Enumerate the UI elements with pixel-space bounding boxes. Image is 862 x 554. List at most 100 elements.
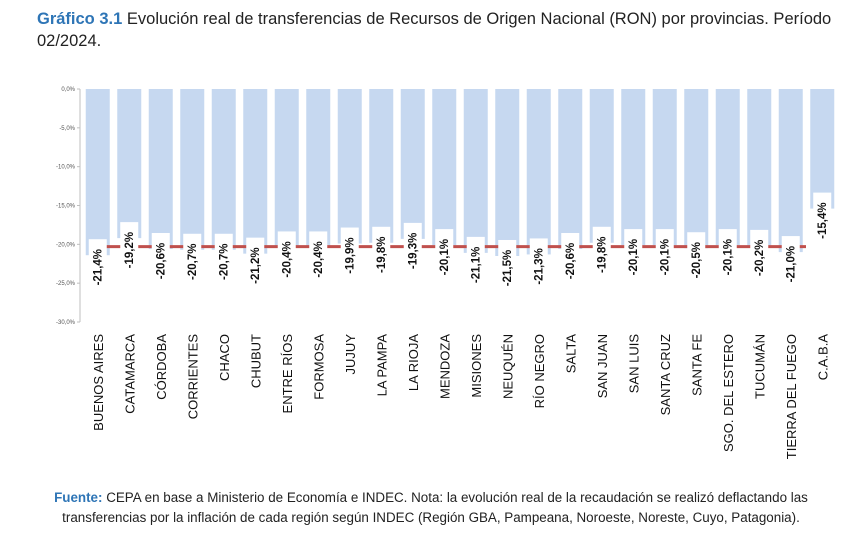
bar [85, 89, 110, 256]
bar [211, 89, 236, 250]
y-tick-label: -30,0% [56, 320, 76, 326]
bar [274, 89, 299, 248]
footnote-text: CEPA en base a Ministerio de Economía e … [62, 490, 808, 525]
x-tick-label: SGO. DEL ESTERO [721, 334, 736, 452]
data-label: -20,1% [628, 239, 640, 275]
data-label: -19,2% [124, 232, 136, 268]
bar [747, 89, 772, 246]
data-label-background [781, 236, 800, 293]
x-tick-label: LA RIOJA [406, 334, 421, 391]
data-label-background [561, 232, 580, 289]
x-tick-label: TIERRA DEL FUEGO [784, 334, 799, 459]
chart-title: Gráfico 3.1 Evolución real de transferen… [37, 8, 857, 52]
bar [495, 89, 520, 256]
data-label: -20,7% [219, 244, 231, 280]
x-tick-label: SAN JUAN [595, 334, 610, 398]
bar [684, 89, 709, 249]
x-tick-label: NEUQUÉN [500, 334, 515, 399]
bar [117, 89, 142, 239]
bar [337, 89, 362, 244]
bar [432, 89, 457, 246]
data-label-background [592, 226, 611, 283]
bar [400, 89, 425, 239]
data-label: -21,0% [786, 246, 798, 282]
data-label-background [813, 192, 832, 249]
data-label: -20,6% [565, 243, 577, 279]
data-label-background [750, 229, 769, 286]
bar [306, 89, 331, 248]
y-tick-label: -25,0% [56, 281, 76, 287]
data-label: -21,1% [471, 247, 483, 283]
data-label-background [718, 229, 737, 286]
bar [148, 89, 173, 249]
x-tick-label: RÍO NEGRO [532, 334, 547, 408]
x-tick-label: CÓRDOBA [154, 334, 169, 400]
data-label-background [151, 232, 170, 289]
y-axis: 0,0% -5,0% -10,0% -15,0% -20,0% -25,0% -30,0% [56, 87, 81, 326]
bar [180, 89, 205, 250]
data-label-background [687, 232, 706, 289]
bar-chart: 0,0%-5,0%-10,0%-15,0%-20,0%-25,0%-30,0% … [56, 87, 835, 460]
footnote-source-label: Fuente: [54, 490, 103, 505]
data-label: -20,5% [691, 242, 703, 278]
data-label-background [340, 227, 359, 284]
data-label: -19,8% [376, 237, 388, 273]
data-label-background [277, 231, 296, 288]
bar [778, 89, 803, 253]
data-label: -20,2% [754, 240, 766, 276]
data-label-background [309, 231, 328, 288]
x-axis-labels: BUENOS AIRES CATAMARCA CÓRDOBA CORRIENTES CH… [91, 334, 831, 460]
bars [85, 89, 835, 256]
data-label-background [498, 239, 517, 296]
data-label: -20,1% [723, 239, 735, 275]
data-label: -21,5% [502, 250, 514, 286]
data-label-background [120, 222, 139, 279]
y-tick-label: -15,0% [56, 204, 76, 210]
data-label-background [88, 239, 107, 296]
data-label-background [214, 233, 233, 290]
data-label: -19,8% [597, 237, 609, 273]
data-label-background [183, 233, 202, 290]
data-label: -15,4% [817, 202, 829, 238]
bar [526, 89, 551, 255]
x-tick-label: MENDOZA [437, 334, 452, 399]
bar [243, 89, 268, 254]
x-tick-label: TUCUMÁN [752, 334, 767, 399]
bar [652, 89, 677, 246]
x-tick-label: CHUBUT [248, 334, 263, 388]
data-label: -19,9% [345, 237, 357, 273]
x-tick-label: BUENOS AIRES [91, 334, 106, 431]
data-label: -21,4% [93, 249, 105, 285]
x-tick-label: ENTRE RÍOS [280, 334, 295, 414]
x-tick-label: FORMOSA [311, 334, 326, 400]
footnote: Fuente: CEPA en base a Ministerio de Eco… [20, 488, 842, 528]
data-label-background [466, 236, 485, 293]
x-tick-label: JUJUY [343, 334, 358, 375]
y-tick-label: -10,0% [56, 165, 76, 171]
x-tick-label: SALTA [563, 334, 578, 374]
x-tick-label: SANTA FE [689, 334, 704, 396]
bar [621, 89, 646, 246]
bar [558, 89, 583, 249]
data-label: -20,4% [282, 241, 294, 277]
y-tick-label: -20,0% [56, 242, 76, 248]
data-label-background [372, 226, 391, 283]
bar [715, 89, 740, 246]
y-tick-label: 0,0% [61, 87, 75, 93]
bar [810, 89, 835, 209]
data-label: -20,6% [156, 243, 168, 279]
data-labels: -21,4% -19,2% -20,6% -20,7% -20,7% -21,2% -20,… [88, 192, 832, 296]
data-label: -21,3% [534, 248, 546, 284]
data-label-background [624, 229, 643, 286]
x-tick-label: C.A.B.A [815, 334, 830, 381]
data-label: -20,1% [660, 239, 672, 275]
x-tick-label: CATAMARCA [122, 334, 137, 414]
x-tick-label: LA PAMPA [374, 334, 389, 397]
x-tick-label: CHACO [217, 334, 232, 381]
bar [589, 89, 614, 243]
x-tick-label: MISIONES [469, 334, 484, 398]
data-label: -20,1% [439, 239, 451, 275]
data-label-background [435, 229, 454, 286]
chart-title-lead: Gráfico 3.1 [37, 10, 123, 28]
x-tick-label: SANTA CRUZ [658, 334, 673, 415]
